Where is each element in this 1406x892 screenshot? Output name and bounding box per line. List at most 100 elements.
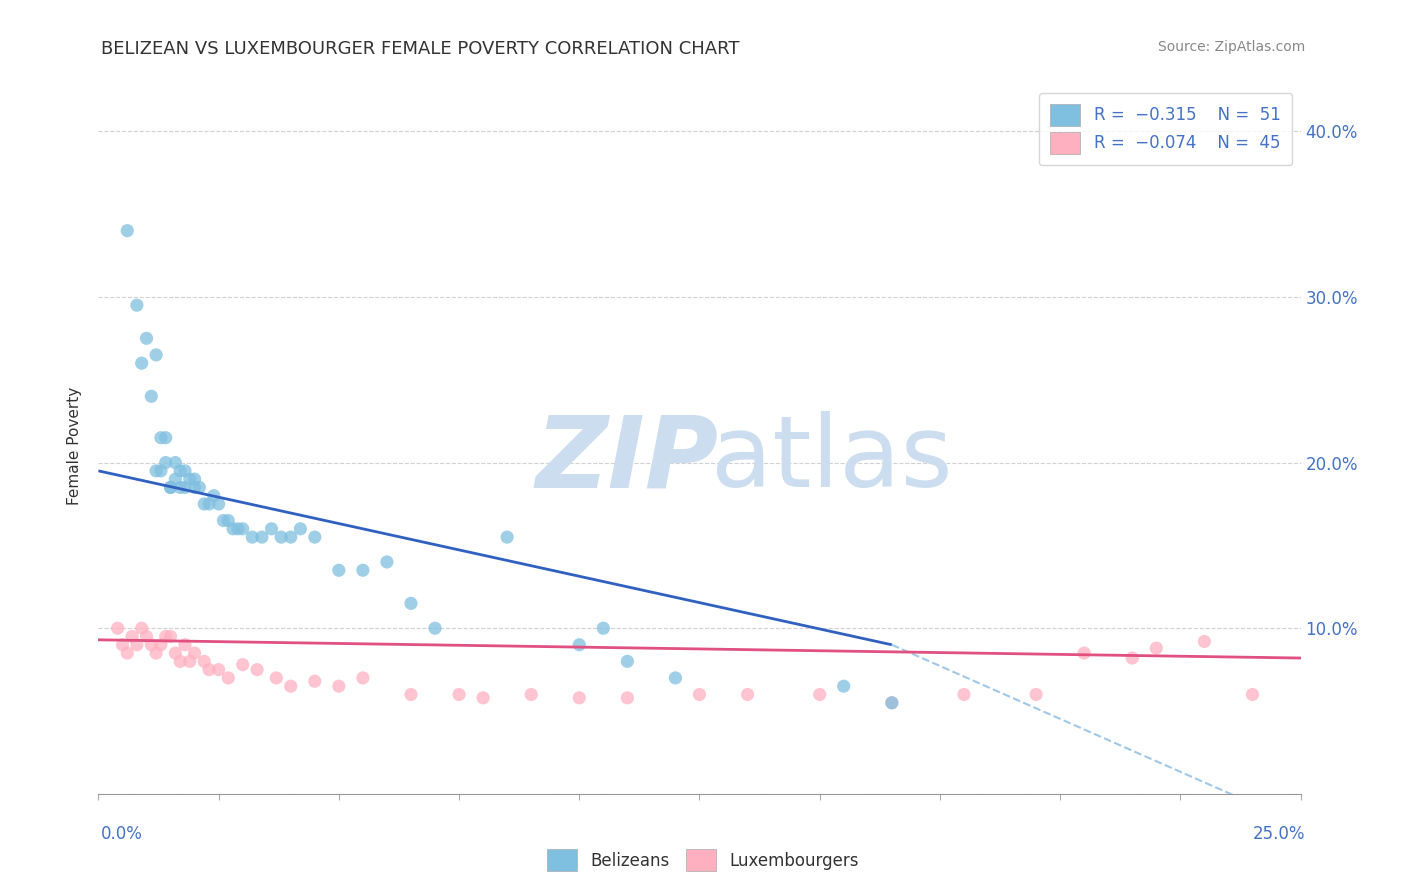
Y-axis label: Female Poverty: Female Poverty (67, 387, 83, 505)
Point (304, 530, 326, 544)
Point (1194, 634, 1216, 648)
Point (250, 530, 273, 544)
Point (737, 688, 759, 702)
Point (174, 464, 197, 478)
Legend: Belizeans, Luxembourgers: Belizeans, Luxembourgers (538, 841, 868, 880)
Point (145, 464, 167, 478)
Point (155, 456, 177, 470)
Point (568, 638, 591, 652)
Point (183, 646, 205, 660)
Point (616, 690, 638, 705)
Point (169, 654, 191, 668)
Point (183, 472, 205, 486)
Point (117, 224, 139, 238)
Point (246, 663, 269, 677)
Point (141, 638, 163, 652)
Point (953, 688, 976, 702)
Point (496, 530, 519, 544)
Point (689, 688, 711, 702)
Point (208, 497, 231, 511)
Point (472, 690, 495, 705)
Point (232, 522, 254, 536)
Point (1025, 688, 1047, 702)
Point (1144, 641, 1167, 656)
Point (193, 654, 215, 668)
Point (352, 671, 374, 685)
Point (117, 646, 139, 660)
Point (592, 621, 614, 635)
Point (193, 497, 215, 511)
Point (159, 630, 181, 644)
Point (808, 688, 831, 702)
Point (125, 638, 148, 652)
Point (212, 514, 235, 528)
Point (375, 555, 398, 569)
Point (270, 530, 292, 544)
Point (165, 646, 187, 660)
Point (352, 563, 374, 577)
Point (179, 472, 201, 486)
Point (145, 646, 167, 660)
Point (141, 389, 163, 403)
Point (266, 671, 288, 685)
Text: 0.0%: 0.0% (101, 825, 143, 843)
Point (290, 522, 312, 536)
Text: 25.0%: 25.0% (1253, 825, 1305, 843)
Point (198, 497, 221, 511)
Point (1121, 651, 1143, 665)
Point (328, 563, 350, 577)
Point (145, 348, 167, 362)
Point (832, 679, 855, 693)
Point (159, 480, 181, 494)
Text: BELIZEAN VS LUXEMBOURGER FEMALE POVERTY CORRELATION CHART: BELIZEAN VS LUXEMBOURGER FEMALE POVERTY … (101, 40, 740, 58)
Point (125, 298, 148, 312)
Point (208, 663, 231, 677)
Point (1241, 688, 1264, 702)
Point (240, 530, 263, 544)
Point (399, 596, 422, 610)
Point (107, 621, 129, 635)
Point (183, 480, 205, 494)
Point (135, 331, 157, 345)
Point (174, 638, 197, 652)
Point (198, 663, 221, 677)
Point (217, 514, 239, 528)
Point (423, 621, 446, 635)
Point (159, 480, 181, 494)
Point (165, 472, 187, 486)
Text: ZIP: ZIP (536, 411, 718, 508)
Text: Source: ZipAtlas.com: Source: ZipAtlas.com (1157, 40, 1305, 54)
Point (447, 688, 470, 702)
Point (169, 480, 191, 494)
Point (169, 464, 191, 478)
Point (155, 630, 177, 644)
Point (121, 630, 143, 644)
Point (217, 671, 239, 685)
Point (520, 688, 543, 702)
Point (149, 638, 172, 652)
Point (880, 696, 903, 710)
Point (328, 679, 350, 693)
Point (131, 356, 153, 370)
Point (399, 688, 422, 702)
Point (149, 431, 172, 445)
Point (880, 696, 903, 710)
Point (149, 464, 172, 478)
Point (131, 621, 153, 635)
Point (232, 657, 254, 672)
Point (568, 690, 591, 705)
Point (135, 630, 157, 644)
Text: atlas: atlas (711, 411, 952, 508)
Point (226, 522, 249, 536)
Point (280, 679, 302, 693)
Point (174, 480, 197, 494)
Point (155, 431, 177, 445)
Point (1073, 646, 1095, 660)
Point (260, 522, 283, 536)
Point (280, 530, 302, 544)
Point (664, 671, 686, 685)
Point (188, 480, 211, 494)
Point (304, 674, 326, 689)
Point (222, 522, 245, 536)
Point (165, 456, 187, 470)
